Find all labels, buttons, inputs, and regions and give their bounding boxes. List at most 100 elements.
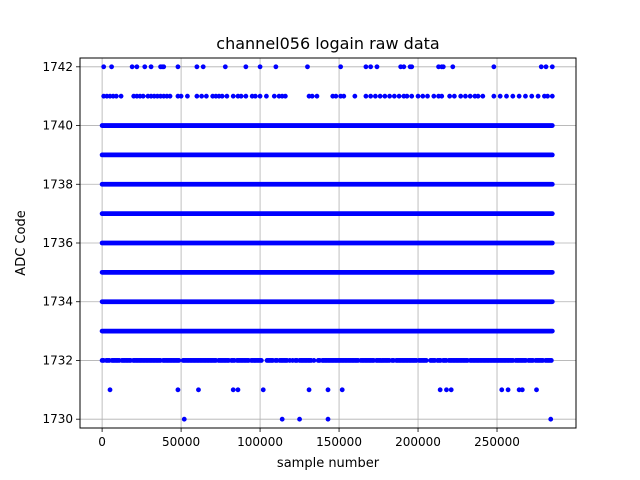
data-point [497,93,503,99]
x-tick-label: 50000 [162,435,200,449]
data-point [258,358,264,363]
data-point [181,416,187,422]
data-point [409,93,415,99]
data-point [409,64,415,70]
data-point [458,93,464,99]
data-point [333,93,339,99]
data-point [391,93,397,99]
data-point [200,64,206,70]
x-tick-label: 200000 [395,435,441,449]
data-point [309,93,315,99]
data-point [538,64,544,70]
y-tick-label: 1732 [42,353,73,367]
x-axis-label: sample number [277,456,380,471]
data-point [101,64,107,70]
data-point [196,387,201,393]
data-point [224,93,230,99]
data-point [107,387,113,393]
data-point [194,64,200,70]
data-point [325,416,331,422]
chart-title: channel056 logain raw data [216,34,439,53]
data-point [382,93,388,99]
x-tick-label: 250000 [474,435,520,449]
data-point [396,93,402,99]
data-point [263,93,269,99]
data-point [448,387,454,393]
data-point [222,64,228,70]
data-point [252,93,258,99]
data-point [401,64,407,70]
data-point [491,93,497,99]
data-point [505,387,511,393]
data-point [504,93,509,99]
data-point [257,64,263,70]
data-point [311,358,317,363]
data-point [306,387,312,393]
data-point [415,93,421,99]
data-point [235,387,241,393]
data-point [297,416,302,422]
data-point [545,93,550,99]
data-point [372,93,378,99]
data-point [374,64,380,70]
data-point [451,93,457,99]
data-point [368,93,374,99]
data-point [238,93,244,99]
data-point [431,93,437,99]
data-point [377,93,383,99]
data-point [363,93,369,99]
data-point [199,93,205,99]
data-point [142,64,148,70]
data-point [444,387,449,393]
data-point [134,64,140,70]
data-point [548,416,554,422]
data-point [491,64,497,70]
data-point [549,93,555,99]
y-tick-label: 1738 [42,177,73,191]
data-point [440,64,446,70]
data-point [368,64,374,70]
data-point [510,93,516,99]
data-point [450,64,456,70]
data-point [543,64,549,70]
data-point [279,416,285,422]
data-point [203,93,209,99]
y-tick-label: 1742 [42,60,73,74]
data-point [519,387,525,393]
data-point [338,64,344,70]
data-point [447,93,453,99]
data-point [282,93,288,99]
data-point [467,93,473,99]
data-point [161,64,167,70]
data-point [463,93,468,99]
data-point [230,93,236,99]
data-point [425,93,430,99]
data-point [118,93,124,99]
data-point [516,93,522,99]
data-point [113,93,119,99]
data-point [175,387,181,393]
data-point [273,64,279,70]
data-point [352,93,358,99]
y-tick-label: 1740 [42,119,73,133]
data-point [420,93,426,99]
x-tick-label: 150000 [316,435,362,449]
y-axis-label: ADC Code [14,210,29,275]
data-point [535,93,541,99]
data-point [423,358,429,363]
data-point [339,387,345,393]
data-point [129,64,135,70]
data-point [260,387,266,393]
data-point [475,93,481,99]
data-point [175,64,181,70]
data-point [109,64,114,70]
data-point [243,64,249,70]
data-point [341,93,347,99]
data-point [529,93,535,99]
data-points [99,64,555,422]
data-point [325,387,331,393]
data-point [271,93,277,99]
data-point [363,64,369,70]
data-point [305,64,310,70]
axis-ticks: 0 50000 100000 150000 200000 250000 1730 1732 17… [42,60,519,449]
